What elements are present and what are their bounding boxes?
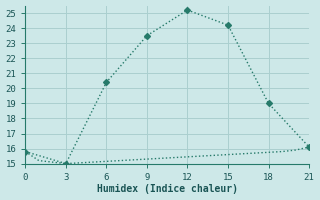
X-axis label: Humidex (Indice chaleur): Humidex (Indice chaleur) [97, 184, 238, 194]
